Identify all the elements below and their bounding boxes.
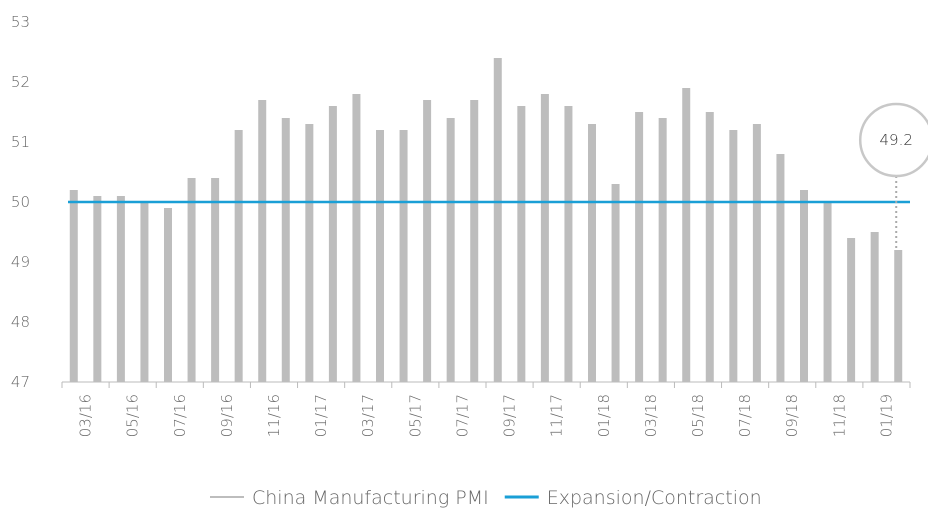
- x-tick-label: 07/17: [453, 394, 471, 437]
- x-tick-label: 05/16: [124, 394, 142, 437]
- x-tick-label: 11/17: [548, 394, 566, 437]
- bar: [234, 130, 243, 382]
- y-tick-label: 53: [11, 13, 30, 31]
- bar: [540, 94, 549, 382]
- bar: [564, 106, 573, 382]
- legend-label: China Manufacturing PMI: [252, 487, 489, 509]
- y-tick-label: 51: [11, 133, 30, 151]
- x-tick-label: 03/17: [359, 394, 377, 437]
- y-tick-label: 48: [11, 313, 30, 331]
- bar: [752, 124, 761, 382]
- y-tick-label: 49: [11, 253, 30, 271]
- bar: [399, 130, 408, 382]
- x-tick-label: 01/17: [312, 394, 330, 437]
- x-tick-label: 09/17: [501, 394, 519, 437]
- bar: [69, 190, 78, 382]
- bar: [682, 88, 691, 382]
- bar: [164, 208, 172, 382]
- annotation: 49.2: [880, 131, 913, 149]
- x-tick-label: 09/16: [218, 394, 236, 437]
- bar: [187, 178, 196, 382]
- bar: [116, 196, 125, 382]
- x-tick-label: 11/18: [830, 394, 848, 437]
- x-tick-label: 03/16: [77, 394, 95, 437]
- bar: [281, 118, 290, 382]
- y-tick-label: 50: [11, 193, 30, 211]
- bar: [588, 124, 596, 382]
- y-tick-label: 52: [11, 73, 30, 91]
- bar: [823, 202, 832, 382]
- x-tick-label: 11/16: [265, 394, 283, 437]
- bar: [493, 58, 502, 382]
- bar: [376, 130, 384, 382]
- bar: [894, 250, 903, 382]
- x-tick-label: 05/18: [689, 394, 707, 437]
- bar: [776, 154, 785, 382]
- bar: [800, 190, 808, 382]
- bar: [705, 112, 714, 382]
- bar: [729, 130, 738, 382]
- x-tick-label: 07/16: [171, 394, 189, 437]
- y-tick-label: 47: [11, 373, 30, 391]
- bar: [611, 184, 620, 382]
- x-tick-label: 05/17: [406, 394, 424, 437]
- bar: [658, 118, 667, 382]
- annotation-circle: [858, 102, 928, 178]
- x-tick-label: 03/18: [642, 394, 660, 437]
- x-tick-label: 01/18: [595, 394, 613, 437]
- bar: [328, 106, 337, 382]
- bar: [470, 100, 479, 382]
- bar: [423, 100, 432, 382]
- x-tick-label: 07/18: [736, 394, 754, 437]
- bar: [258, 100, 267, 382]
- bar: [140, 202, 149, 382]
- bar: [211, 178, 220, 382]
- bar: [870, 232, 879, 382]
- bar: [517, 106, 526, 382]
- bar: [446, 118, 455, 382]
- legend-label: Expansion/Contraction: [547, 487, 762, 509]
- x-tick-label: 09/18: [783, 394, 801, 437]
- bar: [352, 94, 361, 382]
- bar: [305, 124, 314, 382]
- bar: [847, 238, 856, 382]
- bar: [635, 112, 644, 382]
- x-tick-label: 01/19: [877, 394, 895, 437]
- bar: [93, 196, 102, 382]
